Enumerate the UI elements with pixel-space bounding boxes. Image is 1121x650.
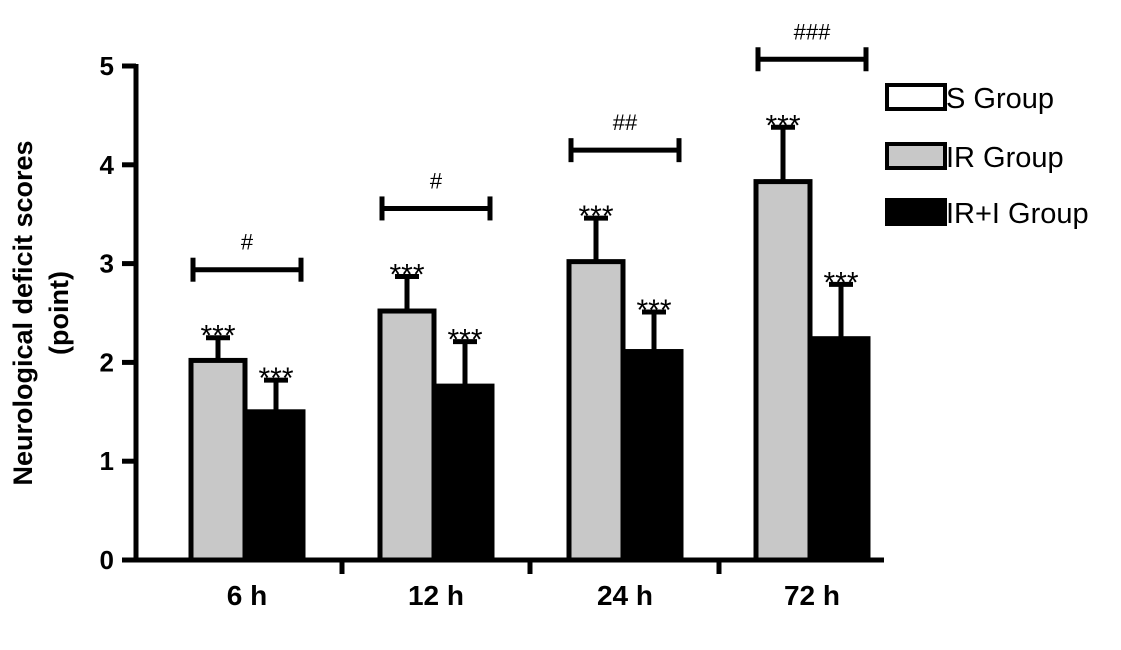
y-tick-label: 4 — [100, 150, 115, 180]
x-tick-label: 6 h — [227, 580, 267, 611]
comparison-mark: # — [430, 168, 443, 193]
comparison-mark: ## — [613, 110, 638, 135]
y-tick-label: 3 — [100, 249, 114, 279]
x-tick-label: 24 h — [597, 580, 653, 611]
bar-ir-group — [377, 308, 437, 563]
comparison-mark: ### — [794, 19, 831, 44]
legend-label: S Group — [946, 83, 1054, 115]
significance-mark: *** — [765, 109, 800, 142]
y-axis-label: Neurological deficit scores (point) — [8, 140, 74, 485]
legend: S Group IR Group IR+I Group — [885, 83, 1089, 230]
bar-ir-group — [566, 259, 626, 563]
y-tick-label: 0 — [100, 545, 114, 575]
significance-mark: *** — [258, 362, 293, 395]
significance-mark: *** — [389, 258, 424, 291]
bar-ir-i-group — [624, 349, 684, 563]
bar-ir-i-group — [435, 383, 495, 563]
bar-ir-group — [753, 179, 813, 563]
x-tick-label: 12 h — [408, 580, 464, 611]
y-axis-label-line1: Neurological deficit scores — [8, 140, 38, 485]
legend-swatch-s-group — [885, 83, 947, 111]
y-tick-label: 2 — [100, 347, 114, 377]
legend-swatch-ir-group — [885, 142, 947, 170]
legend-label: IR+I Group — [946, 198, 1089, 230]
significance-mark: *** — [823, 266, 858, 299]
significance-mark: *** — [447, 324, 482, 357]
bar-ir-i-group — [246, 409, 306, 563]
comparison-mark: # — [241, 230, 254, 255]
plot-area: 0 1 2 3 4 5 6 h *** *** #12 h *** *** #24 h *** *** ## 7… — [100, 19, 884, 611]
x-tick-label: 72 h — [784, 580, 840, 611]
y-axis-label-line2: (point) — [44, 271, 74, 355]
y-tick-label: 5 — [100, 51, 114, 81]
significance-mark: *** — [200, 320, 235, 353]
significance-mark: *** — [636, 294, 671, 327]
legend-label: IR Group — [946, 142, 1064, 174]
legend-swatch-ir-i-group — [885, 198, 947, 226]
significance-mark: *** — [578, 200, 613, 233]
bar-ir-i-group — [811, 336, 871, 563]
bar-ir-group — [188, 357, 248, 563]
y-tick-label: 1 — [100, 446, 114, 476]
